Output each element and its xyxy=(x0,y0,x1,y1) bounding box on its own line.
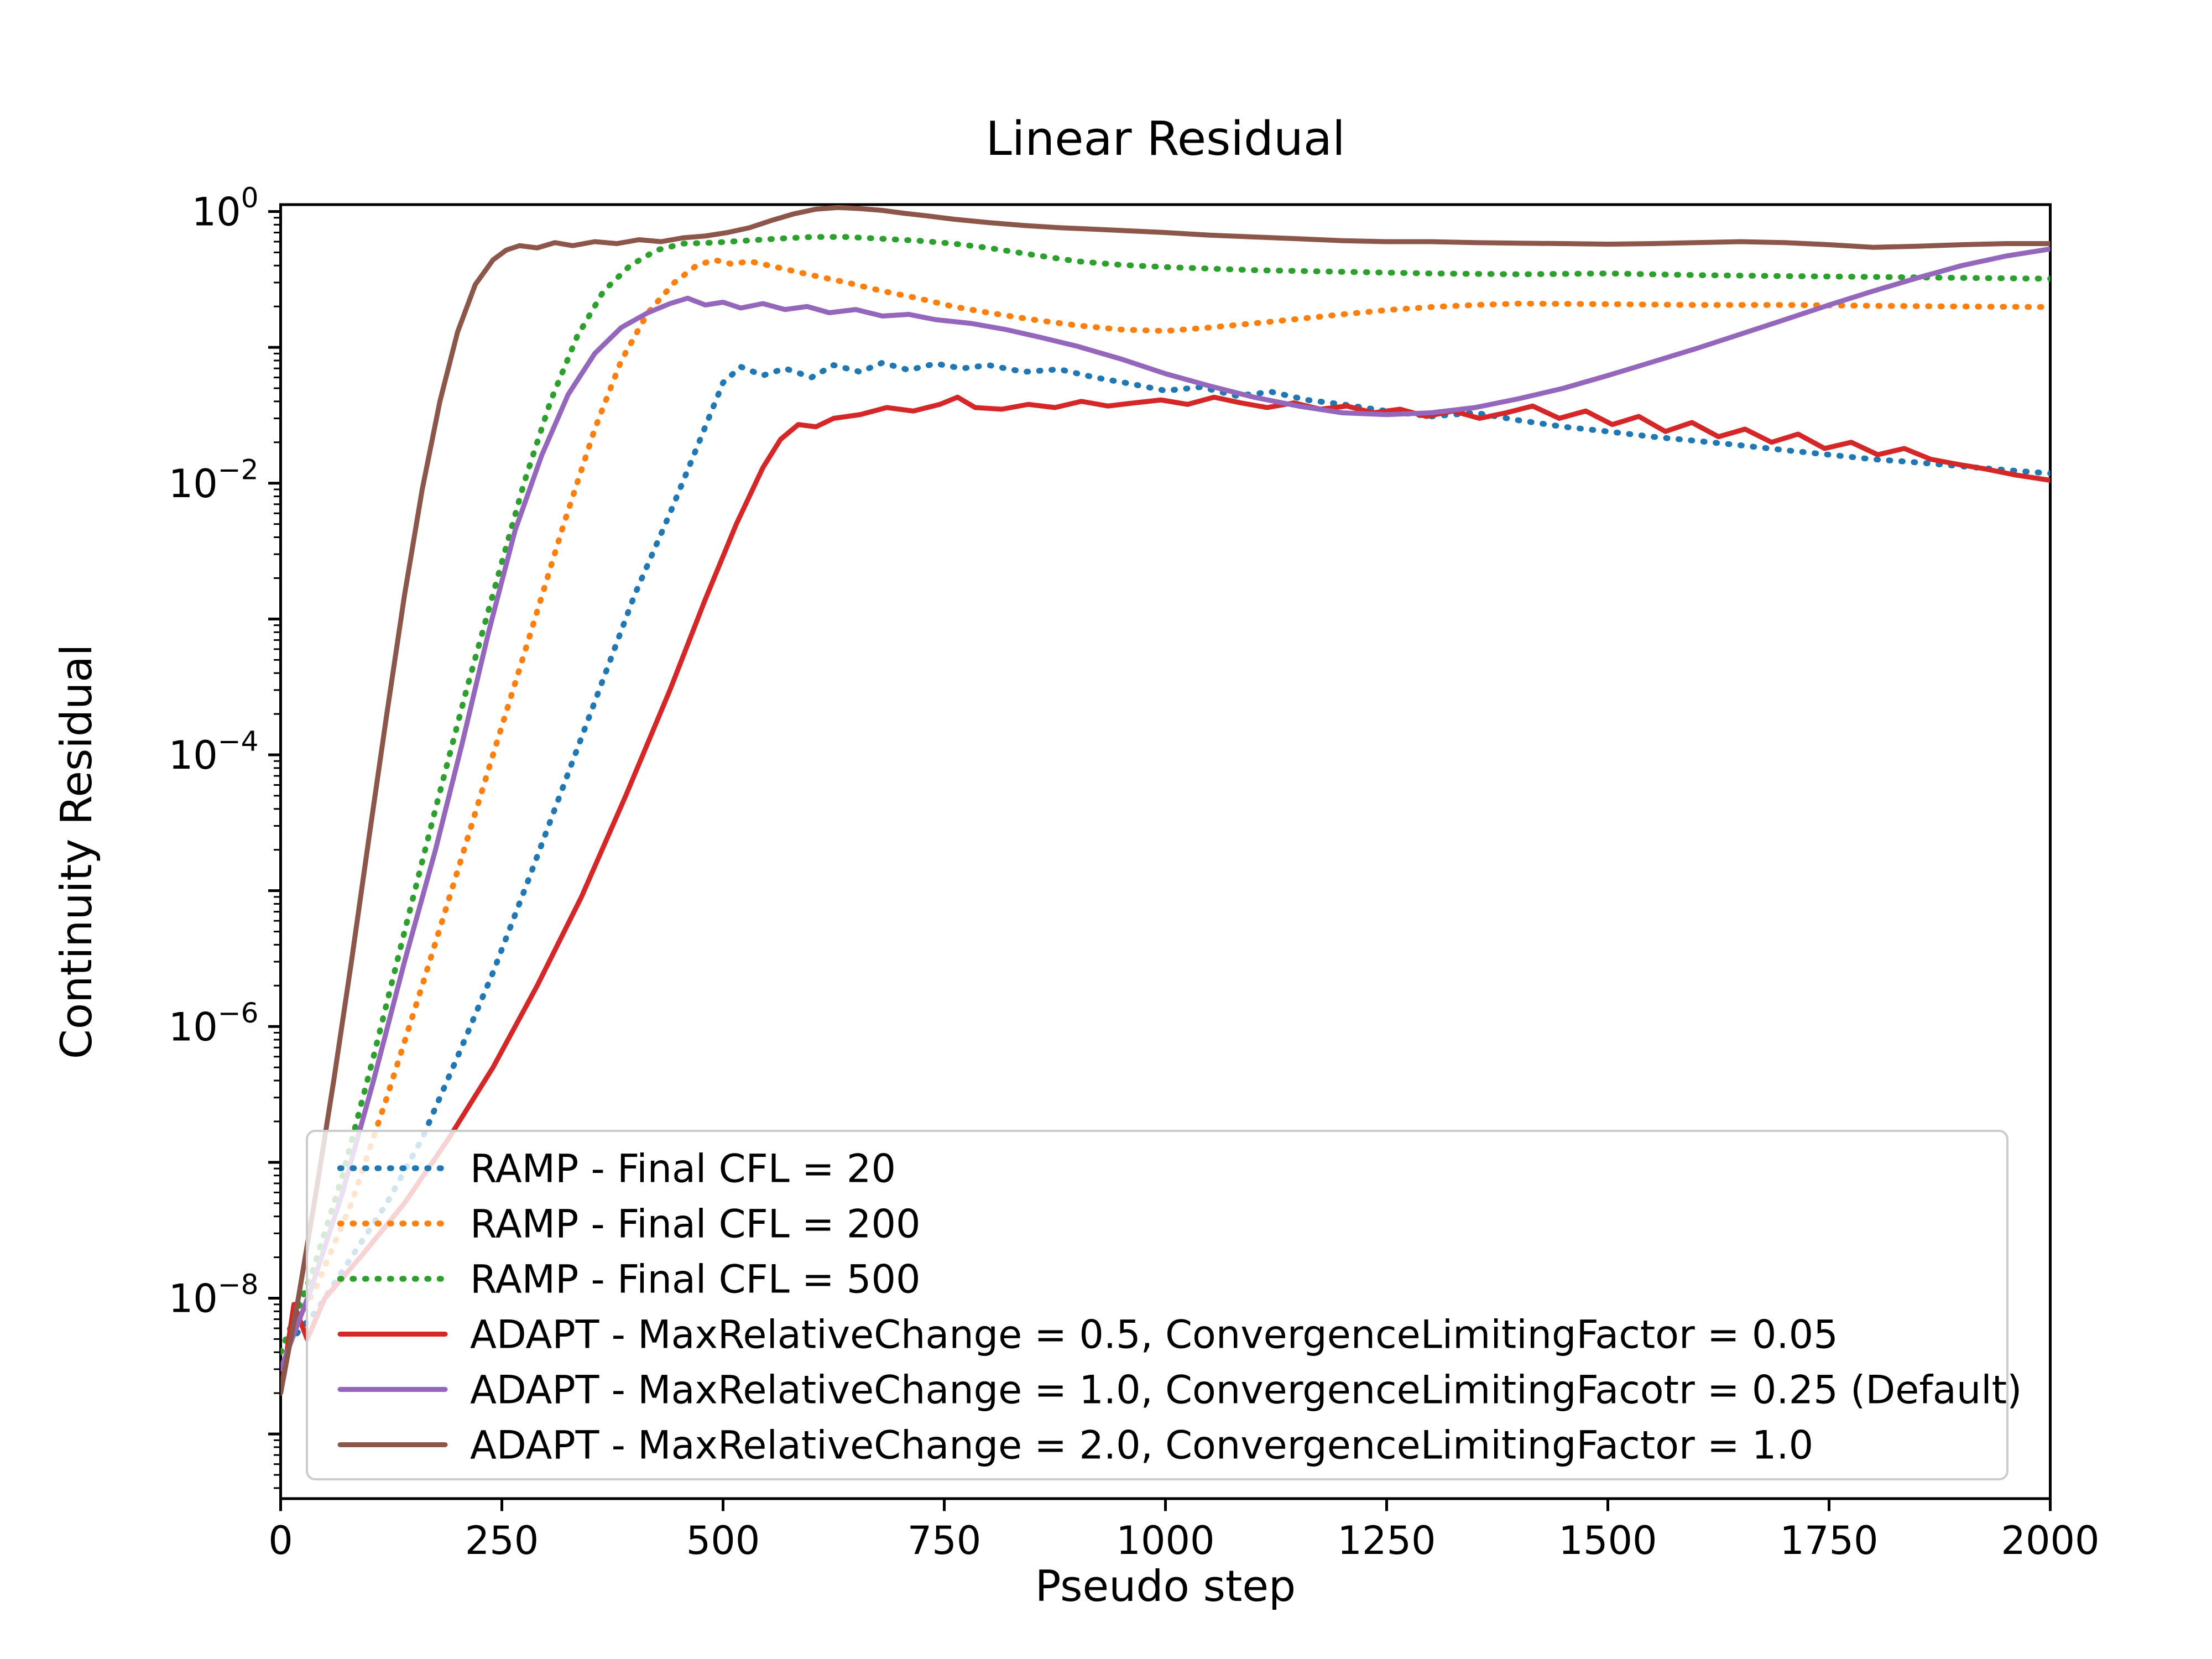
legend-label: RAMP - Final CFL = 20 xyxy=(470,1146,896,1192)
series-line-4 xyxy=(280,246,2051,1372)
series-line-0 xyxy=(280,359,2051,1355)
x-tick-label: 2000 xyxy=(2001,1518,2099,1563)
x-tick-label: 1750 xyxy=(1780,1518,1878,1563)
series-line-3 xyxy=(280,394,2051,1396)
legend-label: ADAPT - MaxRelativeChange = 2.0, Converg… xyxy=(470,1423,1813,1468)
legend-label: RAMP - Final CFL = 200 xyxy=(470,1202,921,1247)
x-tick-label: 750 xyxy=(907,1518,982,1563)
y-tick-label: 10−8 xyxy=(169,1269,259,1322)
series-line-1 xyxy=(280,257,2051,1355)
y-axis-label: Continuity Residual xyxy=(52,644,102,1060)
x-tick-label: 250 xyxy=(465,1518,539,1563)
series-line-5 xyxy=(280,205,2051,1396)
legend-label: RAMP - Final CFL = 500 xyxy=(470,1257,921,1302)
legend: RAMP - Final CFL = 20 RAMP - Final CFL = … xyxy=(306,1130,2022,1480)
legend-box xyxy=(306,1130,2008,1480)
legend-label: ADAPT - MaxRelativeChange = 1.0, Converg… xyxy=(470,1368,2022,1413)
series-line-2 xyxy=(280,234,2051,1355)
legend-label: ADAPT - MaxRelativeChange = 0.5, Converg… xyxy=(470,1312,1838,1358)
x-axis-label: Pseudo step xyxy=(1035,1562,1296,1611)
chart-title: Linear Residual xyxy=(985,112,1345,166)
y-tick-label: 100 xyxy=(192,182,259,235)
data-series xyxy=(280,205,2051,1396)
axes: 0 250 500 750 1000 1250 1500 1750 2000 100 10−2 10−… xyxy=(169,182,2100,1563)
y-tick-label: 10−2 xyxy=(169,453,259,507)
x-tick-label: 1250 xyxy=(1337,1518,1436,1563)
y-tick-label: 10−4 xyxy=(169,726,259,778)
x-tick-label: 1500 xyxy=(1558,1518,1657,1563)
x-tick-label: 0 xyxy=(268,1518,293,1563)
x-tick-label: 500 xyxy=(686,1518,760,1563)
x-tick-label: 1000 xyxy=(1116,1518,1214,1563)
y-tick-label: 10−6 xyxy=(169,997,259,1050)
